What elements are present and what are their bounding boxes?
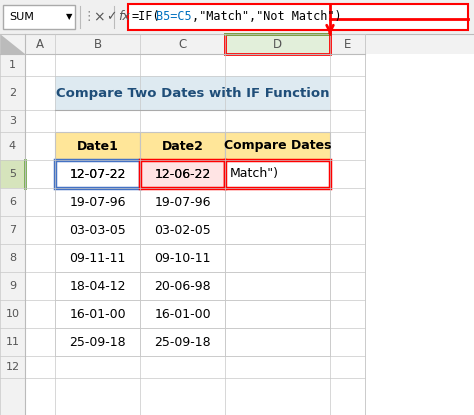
Bar (140, 160, 225, 188)
Bar (55, 216, 140, 244)
Bar (55, 160, 140, 188)
Text: 03-03-05: 03-03-05 (69, 224, 126, 237)
Text: 4: 4 (9, 141, 16, 151)
Text: =IF(: =IF( (132, 10, 161, 24)
Bar (140, 328, 225, 356)
Bar (55, 300, 140, 328)
Bar (0, 160, 25, 188)
Text: 25-09-18: 25-09-18 (69, 335, 126, 349)
Bar (140, 160, 225, 188)
Bar (225, 34, 330, 54)
Polygon shape (0, 34, 25, 54)
Text: 09-10-11: 09-10-11 (154, 251, 211, 264)
Bar (140, 216, 225, 244)
Bar (225, 328, 330, 356)
Bar (225, 216, 330, 244)
Bar (55, 188, 140, 216)
Bar (140, 132, 225, 160)
Text: 10: 10 (6, 309, 19, 319)
Text: SUM: SUM (9, 12, 34, 22)
Bar (140, 188, 225, 216)
Bar (140, 244, 225, 272)
Bar (225, 34, 330, 54)
Text: 3: 3 (9, 116, 16, 126)
Text: Date2: Date2 (162, 139, 203, 152)
Text: Match"): Match") (230, 168, 279, 181)
Text: A: A (36, 37, 44, 51)
Text: 12-06-22: 12-06-22 (155, 168, 210, 181)
Bar (225, 160, 330, 188)
Text: 03-02-05: 03-02-05 (154, 224, 211, 237)
Text: ×: × (93, 10, 105, 24)
Bar (55, 244, 140, 272)
Text: 1: 1 (9, 60, 16, 70)
Text: D: D (273, 37, 282, 51)
Bar (55, 328, 140, 356)
Bar (225, 244, 330, 272)
Text: 19-07-96: 19-07-96 (69, 195, 126, 208)
Text: 12-07-22: 12-07-22 (69, 168, 126, 181)
Text: 2: 2 (9, 88, 16, 98)
Text: 09-11-11: 09-11-11 (69, 251, 126, 264)
Bar (140, 272, 225, 300)
Text: 12-06-22: 12-06-22 (155, 168, 210, 181)
Bar (225, 272, 330, 300)
Text: 7: 7 (9, 225, 16, 235)
Text: 20-06-98: 20-06-98 (154, 279, 211, 293)
Text: ✓: ✓ (106, 10, 117, 24)
Bar (140, 160, 225, 188)
Text: B: B (93, 37, 101, 51)
Bar (225, 188, 330, 216)
Text: 16-01-00: 16-01-00 (69, 308, 126, 320)
Text: 9: 9 (9, 281, 16, 291)
Text: fx: fx (118, 10, 130, 24)
Text: 25-09-18: 25-09-18 (154, 335, 211, 349)
Bar (55, 160, 140, 188)
Bar (55, 272, 140, 300)
Text: E: E (344, 37, 351, 51)
Bar (225, 160, 330, 188)
Text: C: C (178, 37, 187, 51)
Bar (140, 300, 225, 328)
Text: B5=C5: B5=C5 (156, 10, 191, 24)
Bar (0, 34, 474, 54)
Text: Date1: Date1 (77, 139, 118, 152)
Bar (55, 76, 330, 110)
Text: Compare Two Dates with IF Function: Compare Two Dates with IF Function (56, 86, 329, 100)
Text: Compare Dates: Compare Dates (224, 139, 331, 152)
Bar (55, 132, 140, 160)
Text: 8: 8 (9, 253, 16, 263)
Text: 11: 11 (6, 337, 19, 347)
Text: 12: 12 (5, 362, 19, 372)
Text: 6: 6 (9, 197, 16, 207)
Text: ⋮: ⋮ (82, 10, 94, 24)
Text: 5: 5 (9, 169, 16, 179)
Bar (128, 4, 468, 30)
Text: 16-01-00: 16-01-00 (154, 308, 211, 320)
Bar (0, 34, 25, 415)
Text: ▼: ▼ (66, 12, 73, 22)
Bar (225, 132, 330, 160)
Bar (0, 0, 474, 34)
Text: 19-07-96: 19-07-96 (154, 195, 211, 208)
Text: 12-07-22: 12-07-22 (69, 168, 126, 181)
Bar (3, 5, 75, 29)
Bar (225, 300, 330, 328)
Text: ,"Match","Not Match"): ,"Match","Not Match") (192, 10, 342, 24)
Text: 18-04-12: 18-04-12 (69, 279, 126, 293)
